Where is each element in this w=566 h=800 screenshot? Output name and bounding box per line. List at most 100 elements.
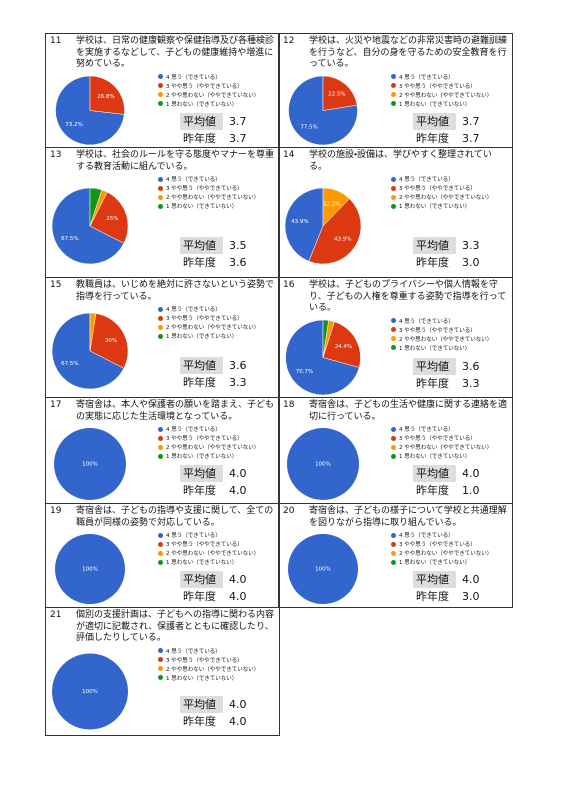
question-text: 寄宿舎は、本人や保護者の願いを踏まえ、子どもの実態に応じた生活環境となっている。 bbox=[76, 400, 275, 422]
pie-slice bbox=[51, 312, 125, 390]
legend-item: 1 思わない（できていない） bbox=[391, 453, 492, 462]
legend: 4 思う（できている） 3 やや思う（ややできている） 2 やや思わない（ややできて… bbox=[391, 176, 492, 212]
stats: 平均値 3.7 昨年度 3.7 bbox=[413, 112, 480, 147]
stat-label: 平均値 bbox=[180, 112, 223, 130]
pie-chart: 100% bbox=[288, 534, 358, 604]
legend-text: 2 やや思わない（ややできていない） bbox=[166, 92, 260, 99]
legend: 4 思う（できている） 3 やや思う（ややできている） 2 やや思わない（ややできて… bbox=[391, 318, 492, 354]
stat-value: 3.6 bbox=[229, 359, 247, 372]
stat-label: 平均値 bbox=[413, 571, 456, 588]
stat-label: 平均値 bbox=[180, 571, 223, 588]
question-number: 20 bbox=[283, 506, 295, 516]
stat-label: 平均値 bbox=[413, 112, 456, 130]
stat-value: 4.0 bbox=[462, 467, 480, 480]
cell-body: 67.5% 25% 4 思う（できている） 3 やや思う（ややできている） 2 やや思わ… bbox=[46, 173, 279, 277]
stat-value: 3.7 bbox=[462, 114, 480, 128]
legend-item: 3 やや思う（ややできている） bbox=[158, 657, 259, 666]
stat-row: 昨年度 3.7 bbox=[413, 130, 480, 147]
legend-item: 4 思う（できている） bbox=[391, 74, 492, 83]
stat-value: 4.0 bbox=[229, 573, 247, 586]
legend-swatch bbox=[391, 92, 396, 97]
legend-item: 1 思わない（できていない） bbox=[158, 101, 259, 110]
legend-text: 1 思わない（できていない） bbox=[399, 101, 471, 108]
question: 15 教職員は、いじめを絶対に許さないという姿勢で指導を行っている。 bbox=[46, 278, 279, 303]
legend-text: 2 やや思わない（ややできていない） bbox=[166, 666, 260, 673]
legend-swatch bbox=[391, 74, 396, 79]
question-number: 11 bbox=[50, 36, 62, 46]
question: 20 寄宿舎は、子どもの様子について学校と共通理解を図りながら指導に取り組んでいる… bbox=[279, 504, 512, 529]
stat-label: 昨年度 bbox=[416, 256, 449, 269]
legend: 4 思う（できている） 3 やや思う（ややできている） 2 やや思わない（ややできて… bbox=[391, 532, 492, 568]
legend-text: 1 思わない（できていない） bbox=[399, 345, 471, 352]
legend-item: 4 思う（できている） bbox=[391, 532, 492, 541]
legend-item: 1 思わない（できていない） bbox=[391, 203, 492, 212]
stat-row: 平均値 3.6 bbox=[180, 357, 247, 374]
stat-value: 4.0 bbox=[229, 590, 247, 603]
slice-label: 26.8% bbox=[97, 93, 114, 99]
stat-label: 昨年度 bbox=[183, 256, 216, 269]
legend-text: 1 思わない（できていない） bbox=[399, 454, 471, 460]
stat-row: 平均値 3.5 bbox=[180, 237, 247, 254]
pie-chart: 100% bbox=[287, 428, 359, 500]
cell-body: 100% 4 思う（できている） 3 やや思う（ややできている） 2 やや思わない（や… bbox=[46, 645, 279, 736]
pie-chart: 43.9% 43.9% 12.2% bbox=[284, 187, 362, 265]
legend-item: 1 思わない（できていない） bbox=[158, 675, 259, 684]
pie-chart: 67.5% 25% bbox=[51, 187, 129, 265]
legend-text: 2 やや思わない（ややできていない） bbox=[166, 445, 260, 451]
legend: 4 思う（できている） 3 やや思う（ややできている） 2 やや思わない（ややできて… bbox=[158, 74, 259, 110]
stat-row: 昨年度 3.0 bbox=[413, 588, 480, 605]
legend-swatch bbox=[391, 185, 396, 191]
question: 18 寄宿舎は、子どもの生活や健康に関する連絡を適切に行っている。 bbox=[279, 398, 512, 423]
legend-item: 3 やや思う（ややできている） bbox=[391, 327, 492, 336]
legend-text: 3 やや思う（ややできている） bbox=[166, 436, 243, 442]
legend-swatch bbox=[158, 176, 163, 182]
question: 13 学校は、社会のルールを守る態度やマナーを尊重する教育活動に組んでいる。 bbox=[46, 148, 279, 173]
stats: 平均値 3.5 昨年度 3.6 bbox=[180, 237, 247, 271]
stats: 平均値 3.3 昨年度 3.0 bbox=[413, 237, 480, 271]
stat-row: 平均値 4.0 bbox=[180, 571, 247, 588]
legend-item: 4 思う（できている） bbox=[158, 426, 259, 435]
slice-label: 100% bbox=[82, 462, 98, 468]
legend-swatch bbox=[391, 550, 396, 556]
question-text: 学校は、日常の健康観察や保健指導及び各種検診を実施するなどして、子どもの健康維持… bbox=[76, 36, 275, 69]
stat-value: 3.0 bbox=[462, 256, 480, 269]
legend-swatch bbox=[158, 333, 163, 339]
slice-label: 12.2% bbox=[323, 202, 340, 208]
legend-swatch bbox=[391, 318, 396, 323]
legend-item: 3 やや思う（ややできている） bbox=[158, 541, 259, 550]
legend-swatch bbox=[158, 315, 163, 321]
legend-swatch bbox=[158, 675, 163, 680]
stat-value: 3.6 bbox=[462, 359, 480, 373]
pie-slice bbox=[89, 191, 129, 244]
legend-swatch bbox=[391, 194, 396, 200]
stat-label: 平均値 bbox=[180, 357, 223, 374]
stats: 平均値 4.0 昨年度 1.0 bbox=[413, 465, 480, 499]
pie-chart: 100% bbox=[55, 534, 125, 604]
stat-label: 昨年度 bbox=[183, 131, 216, 145]
legend-swatch bbox=[158, 532, 163, 538]
pie-slice bbox=[89, 312, 97, 352]
stat-row: 昨年度 3.3 bbox=[413, 375, 480, 392]
legend-swatch bbox=[158, 559, 163, 565]
stat-row: 昨年度 3.0 bbox=[413, 254, 480, 271]
pie-slice bbox=[51, 187, 125, 265]
stat-label: 昨年度 bbox=[183, 484, 216, 497]
legend-swatch bbox=[158, 541, 163, 547]
legend-swatch bbox=[158, 648, 163, 653]
legend-swatch bbox=[391, 532, 396, 538]
pie-slice bbox=[287, 428, 359, 500]
legend-swatch bbox=[391, 176, 396, 182]
legend: 4 思う（できている） 3 やや思う（ややできている） 2 やや思わない（ややできて… bbox=[158, 532, 259, 568]
stat-label: 昨年度 bbox=[183, 714, 216, 728]
stat-row: 昨年度 4.0 bbox=[180, 482, 247, 499]
stat-label: 平均値 bbox=[413, 237, 456, 254]
pie-slice bbox=[322, 319, 329, 358]
stat-row: 昨年度 1.0 bbox=[413, 482, 480, 499]
legend-swatch bbox=[158, 426, 163, 432]
legend-swatch bbox=[158, 550, 163, 556]
pie-slice bbox=[52, 653, 128, 729]
legend-text: 4 思う（できている） bbox=[166, 648, 221, 655]
legend-text: 4 思う（できている） bbox=[166, 177, 221, 183]
legend-swatch bbox=[158, 203, 163, 209]
